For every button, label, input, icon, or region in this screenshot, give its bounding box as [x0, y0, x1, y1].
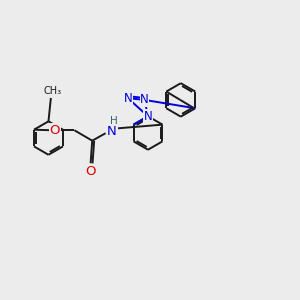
Text: O: O: [49, 124, 60, 137]
Text: N: N: [107, 125, 117, 138]
Text: N: N: [144, 110, 152, 123]
Text: H: H: [110, 116, 118, 126]
Text: O: O: [85, 165, 96, 178]
Text: N: N: [140, 93, 149, 106]
Text: CH₃: CH₃: [43, 86, 62, 96]
Text: N: N: [124, 92, 132, 105]
